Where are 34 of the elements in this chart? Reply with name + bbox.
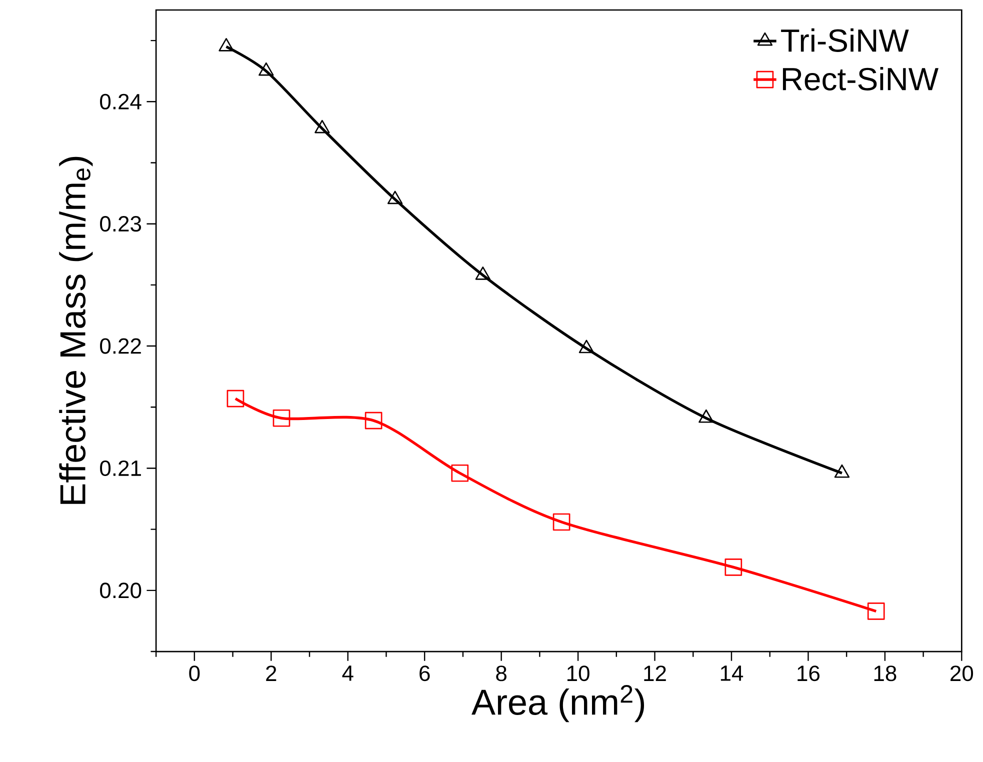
x-tick-label: 6 (420, 665, 430, 682)
point (218, 38, 234, 52)
x-tick-label: 14 (720, 665, 744, 681)
y-tick-label: 0.24 (100, 94, 142, 110)
x-tick-label: 0 (189, 665, 200, 682)
x-tick-label: 16 (798, 665, 820, 682)
x-tick-label: 18 (874, 665, 896, 682)
point (387, 190, 403, 204)
x-tick-label: 8 (496, 665, 506, 682)
point (258, 62, 274, 76)
point (226, 390, 244, 408)
x-tick-label: 12 (644, 665, 666, 681)
point (475, 266, 490, 280)
point (314, 120, 330, 134)
point (364, 412, 382, 430)
point (724, 558, 742, 576)
legend-label: Tri-SiNW (781, 28, 909, 52)
legend-label: Rect-SiNW (782, 66, 938, 90)
x-tick-label: 4 (342, 665, 354, 681)
y-tick-label: 0.21 (100, 460, 141, 476)
y-tick-label: 0.20 (100, 582, 142, 598)
point (698, 409, 714, 423)
y-tick-label: 0.22 (100, 338, 141, 354)
y-tick-label: 0.23 (100, 216, 142, 232)
point (578, 340, 594, 354)
point (451, 464, 469, 482)
y-axis-title: Effective Mass (m/m$_{e}$) (59, 156, 93, 504)
x-tick-label: 2 (266, 665, 276, 681)
x-axis-title: Area (nm$^{2}$) (472, 684, 644, 722)
point (552, 513, 570, 531)
x-tick-label: 10 (567, 665, 590, 682)
point (272, 409, 290, 427)
point (867, 602, 885, 620)
x-tick-label: 20 (950, 665, 974, 682)
